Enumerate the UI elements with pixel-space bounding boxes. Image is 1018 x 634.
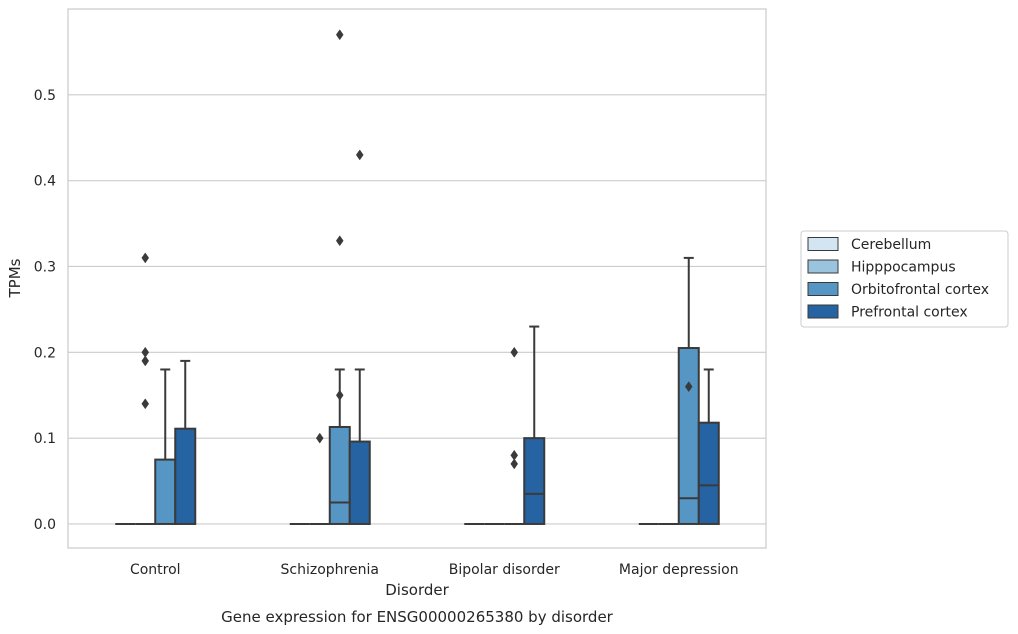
outlier-point [315, 432, 324, 444]
legend-swatch [807, 237, 839, 251]
box-body [697, 421, 720, 525]
legend-swatch [807, 304, 839, 319]
legend-swatch [807, 259, 839, 274]
outlier-point [510, 346, 519, 358]
outlier-point [510, 458, 519, 470]
outlier-point [335, 235, 344, 247]
outlier-point [355, 149, 364, 161]
chart-caption: Gene expression for ENSG00000265380 by d… [221, 608, 614, 626]
x-tick-label: Bipolar disorder [449, 562, 560, 578]
boxes [115, 29, 720, 525]
y-tick-labels: 0.0 0.1 0.2 0.3 0.4 0.5 [34, 88, 56, 533]
y-tick-label: 0.0 [34, 517, 56, 533]
box-2-1 [328, 29, 351, 525]
outlier-point [684, 381, 693, 393]
legend-frame [800, 230, 1009, 328]
y-tick-label: 0.2 [34, 345, 56, 361]
outlier-point [141, 398, 150, 410]
y-axis-label: TPMs [6, 258, 24, 298]
box-3-1 [348, 149, 371, 525]
box-1-0 [135, 252, 156, 525]
box-3-2 [523, 325, 546, 525]
outlier-point [141, 355, 150, 367]
box-2-3 [677, 256, 700, 525]
box-2-0 [154, 368, 177, 525]
x-tick-label: Major depression [619, 562, 739, 578]
legend-label: Prefrontal cortex [851, 305, 968, 321]
box-2-2 [504, 346, 525, 525]
box-body [328, 425, 351, 525]
legend: Cerebellum Hipppocampus Orbitofrontal cort… [800, 230, 1009, 328]
legend-label: Hipppocampus [851, 260, 956, 276]
outlier-point [335, 389, 344, 401]
y-tick-label: 0.4 [34, 174, 56, 190]
outlier-point [141, 252, 150, 264]
x-tick-label: Schizophrenia [281, 562, 379, 578]
x-axis-label: Disorder [385, 581, 449, 599]
outlier-point [335, 29, 344, 41]
y-tick-label: 0.5 [34, 88, 56, 104]
box-3-3 [697, 368, 720, 525]
box-body [523, 437, 546, 525]
box-1-1 [309, 432, 330, 525]
y-tick-label: 0.1 [34, 431, 56, 447]
box-3-0 [174, 359, 197, 525]
plot-area-frame [67, 8, 767, 549]
x-tick-labels: Control Schizophrenia Bipolar disorder Majo… [130, 562, 739, 578]
box-body [348, 440, 371, 525]
box-body [174, 427, 197, 525]
legend-swatch [807, 282, 839, 296]
legend-label: Cerebellum [851, 237, 931, 253]
box-body [154, 458, 177, 525]
x-tick-label: Control [130, 562, 181, 578]
legend-label: Orbitofrontal cortex [851, 282, 989, 298]
y-tick-label: 0.3 [34, 259, 56, 275]
